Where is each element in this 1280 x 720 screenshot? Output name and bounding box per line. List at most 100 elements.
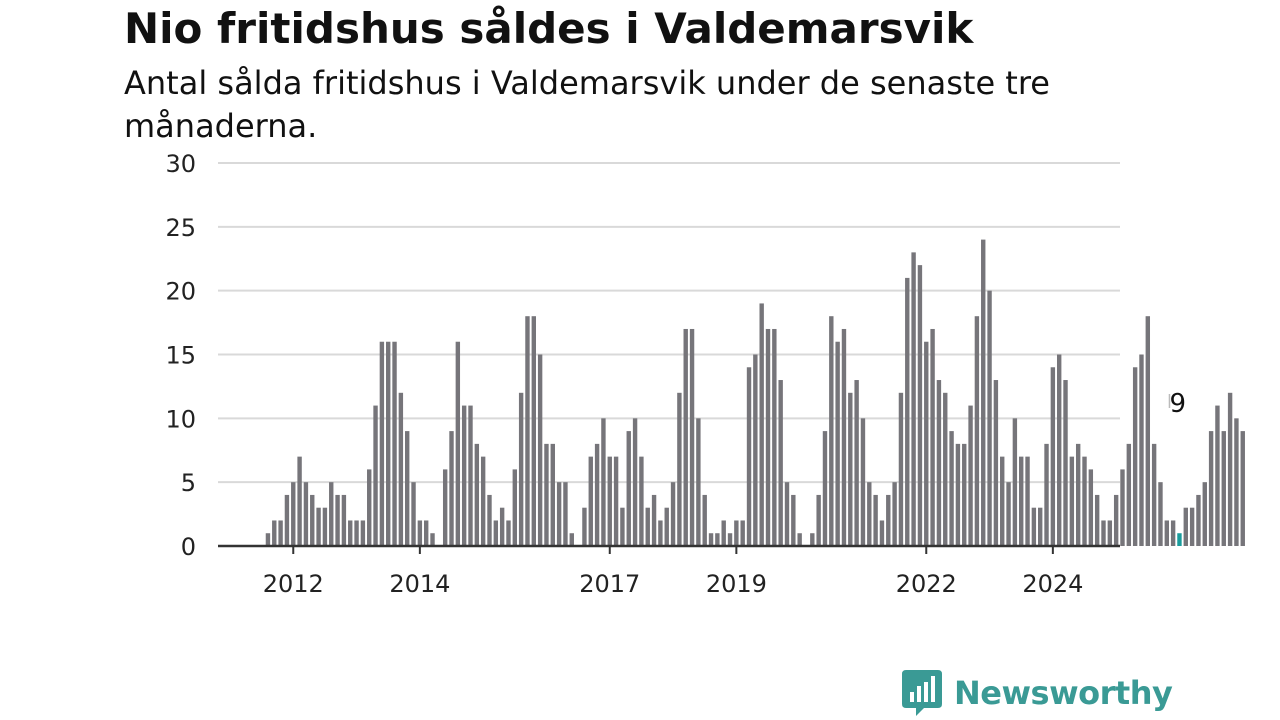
bar	[392, 341, 397, 546]
bar	[740, 520, 745, 546]
bar	[322, 507, 328, 546]
bar	[601, 418, 606, 546]
bar	[892, 482, 897, 546]
bar	[1221, 431, 1226, 546]
y-tick-label: 25	[165, 214, 196, 242]
bar	[924, 341, 929, 546]
bar	[1107, 520, 1113, 546]
bar	[1164, 520, 1169, 546]
bar	[1101, 520, 1106, 546]
bar	[683, 328, 688, 546]
bar	[1196, 494, 1201, 546]
bar	[417, 520, 423, 546]
bar	[531, 316, 536, 546]
bar	[632, 418, 638, 546]
bar	[639, 456, 644, 546]
bar	[962, 443, 967, 546]
bar	[620, 507, 625, 546]
bar	[449, 431, 454, 546]
newsworthy-logo-icon	[902, 670, 942, 716]
bar	[1012, 418, 1018, 546]
bar	[474, 443, 480, 546]
bar	[367, 469, 372, 546]
bar	[734, 520, 739, 546]
bar	[284, 494, 290, 546]
bar	[949, 431, 954, 546]
bar	[721, 520, 726, 546]
annotation-label: 9	[1169, 389, 1186, 419]
y-tick-label: 0	[181, 533, 196, 561]
bar	[550, 443, 555, 546]
bar	[797, 533, 802, 546]
bar	[493, 520, 499, 546]
bar	[525, 316, 530, 546]
bar	[778, 380, 783, 546]
bar	[898, 392, 904, 546]
bar	[1038, 507, 1043, 546]
bar	[506, 520, 511, 546]
bar	[708, 533, 714, 546]
bar	[360, 520, 366, 546]
bar	[310, 494, 315, 546]
bar	[689, 328, 695, 546]
bar	[430, 533, 435, 546]
bar	[379, 341, 385, 546]
bar	[1031, 507, 1037, 546]
bar	[461, 405, 467, 546]
bar	[670, 482, 676, 546]
bar	[759, 303, 764, 546]
bar	[1215, 405, 1220, 546]
bar	[499, 507, 505, 546]
bar	[1113, 494, 1119, 546]
bar	[1208, 431, 1214, 546]
bar	[291, 482, 296, 546]
y-tick-label: 20	[165, 278, 196, 306]
bar	[278, 520, 283, 546]
bar	[677, 392, 682, 546]
bar	[1139, 354, 1144, 546]
bar	[487, 494, 492, 546]
y-tick-label: 5	[181, 469, 196, 497]
bar	[968, 405, 973, 546]
bar	[1006, 482, 1011, 546]
bar	[1234, 418, 1239, 546]
bar	[905, 277, 910, 546]
bar	[974, 316, 980, 546]
bar	[936, 380, 942, 546]
bar	[1240, 431, 1245, 546]
bar-highlight	[1177, 533, 1182, 546]
bar	[753, 354, 758, 546]
y-tick-label: 15	[165, 342, 196, 370]
bar	[1063, 380, 1068, 546]
bar	[1094, 494, 1100, 546]
newsworthy-logo: Newsworthy	[902, 670, 1173, 716]
bar	[854, 380, 859, 546]
bar	[715, 533, 720, 546]
bar	[297, 456, 302, 546]
x-tick-label: 2024	[1022, 570, 1083, 598]
bar	[1170, 520, 1176, 546]
bar	[702, 494, 707, 546]
bar	[1075, 443, 1081, 546]
bar	[386, 341, 391, 546]
x-tick-label: 2012	[263, 570, 324, 598]
bar	[1088, 469, 1094, 546]
bar	[588, 456, 593, 546]
bar	[867, 482, 872, 546]
bar	[930, 328, 935, 546]
bar	[1132, 367, 1138, 546]
bar	[582, 507, 587, 546]
bar	[917, 265, 923, 546]
chart-title: Nio fritidshus såldes i Valdemarsvik	[124, 4, 974, 53]
bar	[765, 328, 771, 546]
bar	[1044, 443, 1049, 546]
bar	[607, 456, 612, 546]
bar	[1151, 443, 1157, 546]
y-tick-label: 30	[165, 150, 196, 178]
x-tick-label: 2014	[389, 570, 450, 598]
bar	[816, 494, 821, 546]
bar	[860, 418, 866, 546]
bar	[955, 443, 961, 546]
bar	[518, 392, 524, 546]
bar	[626, 431, 631, 546]
